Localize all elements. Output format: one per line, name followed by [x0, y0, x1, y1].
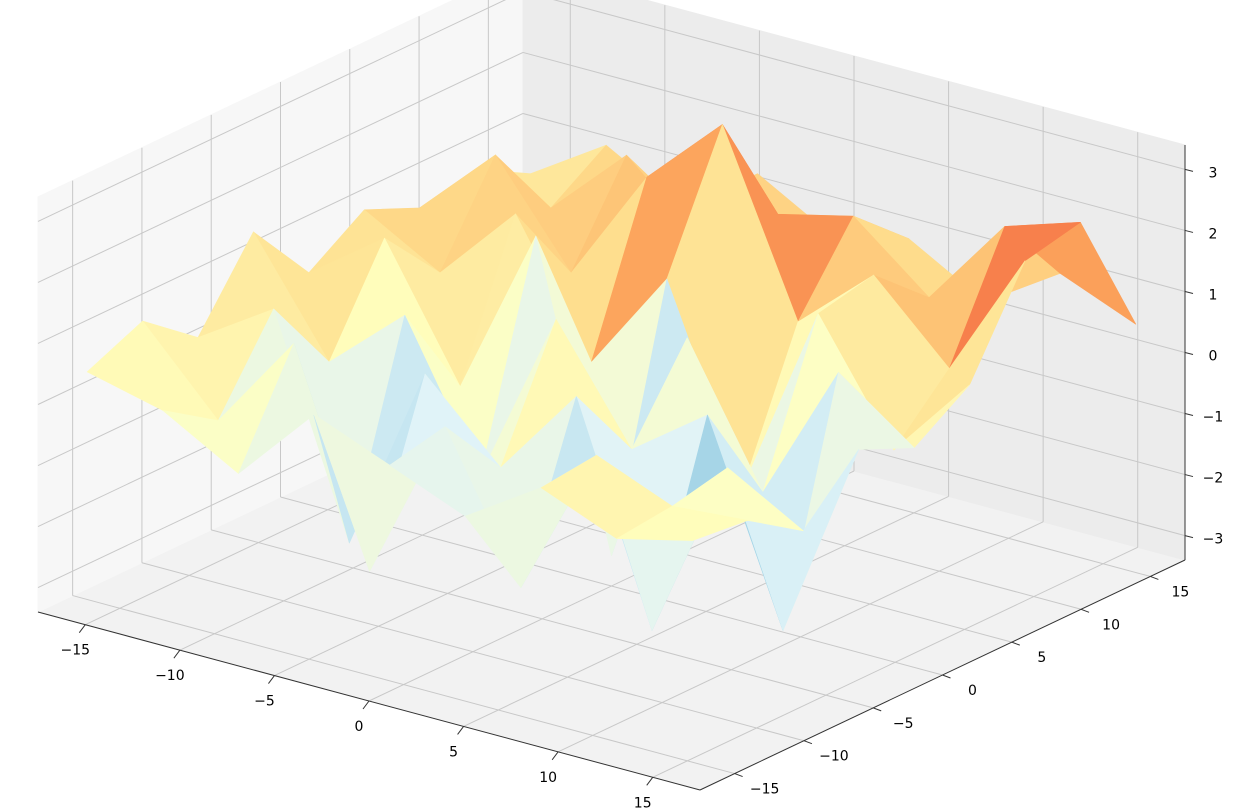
grid-line [37, 0, 507, 222]
tick-mark [1150, 575, 1159, 580]
z-tick-label: −3 [1203, 532, 1224, 548]
x-tick-label: 10 [539, 770, 557, 786]
y-axis-line [699, 559, 1186, 791]
x-tick-label: −15 [61, 643, 91, 659]
y-tick-label: −15 [750, 782, 780, 798]
y-tick-label: 0 [968, 683, 977, 699]
tick-mark [942, 674, 951, 679]
tick-mark [1184, 413, 1194, 417]
x-tick-label: −5 [254, 694, 275, 710]
grid-line [72, 595, 735, 775]
grid-line [553, 0, 1186, 170]
surface-face [616, 505, 749, 541]
y-tick-label: −10 [819, 749, 849, 765]
x-tick-label: −10 [155, 668, 185, 684]
tick-mark [803, 740, 813, 745]
tick-mark [78, 624, 86, 634]
z-tick-label: 0 [1209, 349, 1218, 365]
grid-line [211, 529, 874, 709]
tick-mark [1011, 641, 1020, 646]
tick-mark [646, 776, 654, 786]
grid-line [37, 51, 524, 283]
tick-mark [1080, 608, 1090, 613]
x-tick-label: 5 [449, 744, 458, 760]
tick-mark [173, 649, 181, 659]
tick-mark [1184, 474, 1194, 478]
z-tick-label: 3 [1209, 165, 1218, 181]
tick-mark [1184, 168, 1194, 172]
tick-mark [457, 726, 464, 735]
z-tick-label: −2 [1203, 471, 1224, 487]
z-tick-label: 1 [1209, 287, 1218, 303]
grid-line [37, 113, 524, 344]
z-tick-label: 2 [1209, 226, 1218, 242]
tick-mark [268, 675, 275, 684]
tick-mark [1184, 290, 1194, 294]
grid-line [141, 562, 805, 742]
y-tick-label: −5 [893, 716, 914, 732]
tick-mark [1184, 352, 1194, 355]
tick-mark [873, 707, 882, 712]
tick-mark [1184, 535, 1194, 539]
tick-mark [1184, 229, 1194, 233]
x-tick-label: 15 [634, 795, 652, 808]
grid-line [522, 51, 1186, 231]
y-tick-label: 15 [1171, 584, 1189, 600]
tick-mark [362, 700, 370, 710]
tick-mark [551, 751, 559, 761]
tick-mark [734, 773, 743, 778]
x-tick-label: 0 [355, 719, 364, 735]
x-axis-line [37, 611, 701, 791]
y-tick-label: 10 [1102, 617, 1120, 633]
z-tick-label: −1 [1203, 410, 1224, 426]
y-tick-label: 5 [1037, 650, 1046, 666]
